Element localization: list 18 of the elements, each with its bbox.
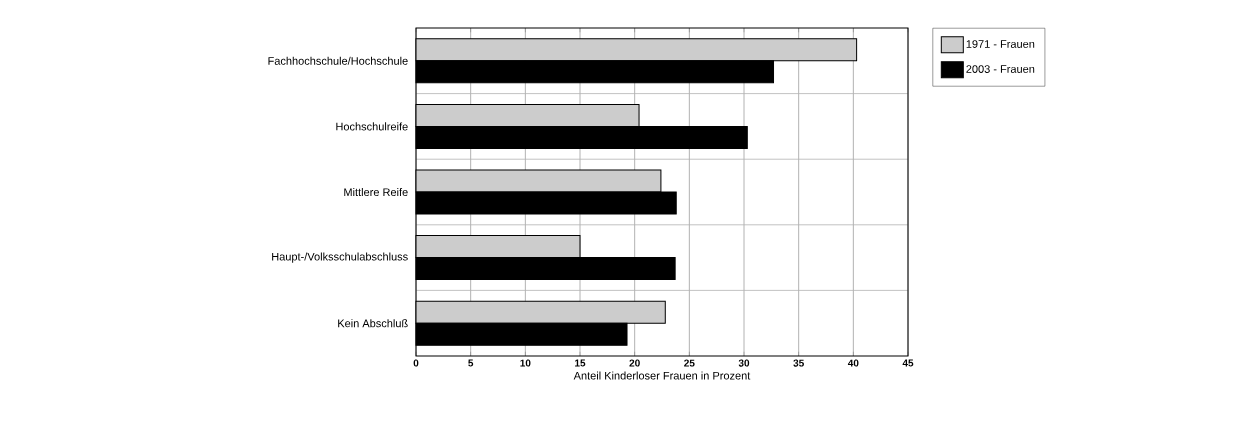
y-tick-label: Fachhochschule/Hochschule xyxy=(268,56,408,65)
x-tick-label: 35 xyxy=(793,359,804,367)
x-tick-label: 40 xyxy=(847,359,859,367)
x-tick-label: 5 xyxy=(468,359,474,367)
x-tick-label: 15 xyxy=(575,359,586,367)
legend-label: 1971 - Frauen xyxy=(966,40,1035,48)
x-tick-label: 25 xyxy=(684,359,695,367)
legend-label: 2003 - Frauen xyxy=(966,65,1035,73)
y-tick-label: Hochschulreife xyxy=(336,122,408,131)
x-axis-title: Anteil Kinderloser Frauen in Prozent xyxy=(573,371,751,380)
x-tick-label: 20 xyxy=(629,359,640,367)
x-tick-label: 30 xyxy=(738,359,750,367)
x-tick-label: 45 xyxy=(902,359,914,367)
x-tick-label: 10 xyxy=(520,359,531,367)
y-tick-label: Kein Abschluß xyxy=(338,319,408,328)
y-tick-label: Haupt-/Volksschulabschluss xyxy=(272,252,408,263)
y-tick-label: Mittlere Reife xyxy=(344,187,408,197)
x-tick-label: 0 xyxy=(413,359,419,367)
